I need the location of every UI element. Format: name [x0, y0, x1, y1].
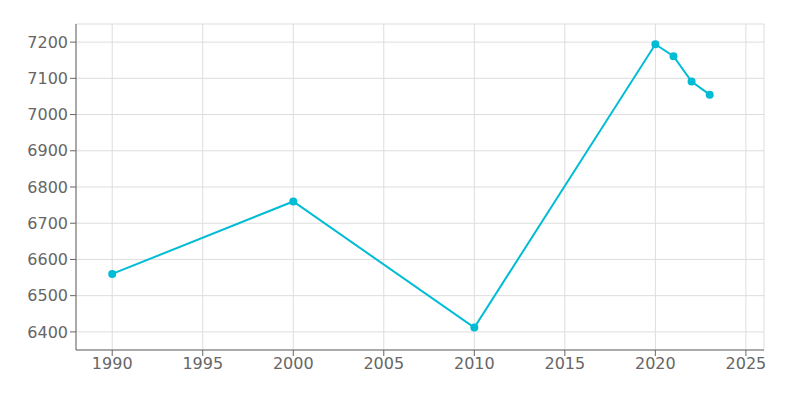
- svg-text:1990: 1990: [92, 354, 133, 373]
- svg-text:6500: 6500: [27, 286, 68, 305]
- svg-text:6700: 6700: [27, 214, 68, 233]
- svg-text:6600: 6600: [27, 250, 68, 269]
- svg-text:6800: 6800: [27, 178, 68, 197]
- svg-text:2000: 2000: [273, 354, 314, 373]
- svg-text:2010: 2010: [454, 354, 495, 373]
- svg-text:6400: 6400: [27, 323, 68, 342]
- svg-text:1995: 1995: [182, 354, 223, 373]
- svg-text:7200: 7200: [27, 33, 68, 52]
- svg-text:2015: 2015: [544, 354, 585, 373]
- svg-text:2020: 2020: [635, 354, 676, 373]
- svg-text:7000: 7000: [27, 105, 68, 124]
- svg-text:7100: 7100: [27, 69, 68, 88]
- svg-text:6900: 6900: [27, 141, 68, 160]
- svg-text:2005: 2005: [363, 354, 404, 373]
- svg-text:2025: 2025: [726, 354, 767, 373]
